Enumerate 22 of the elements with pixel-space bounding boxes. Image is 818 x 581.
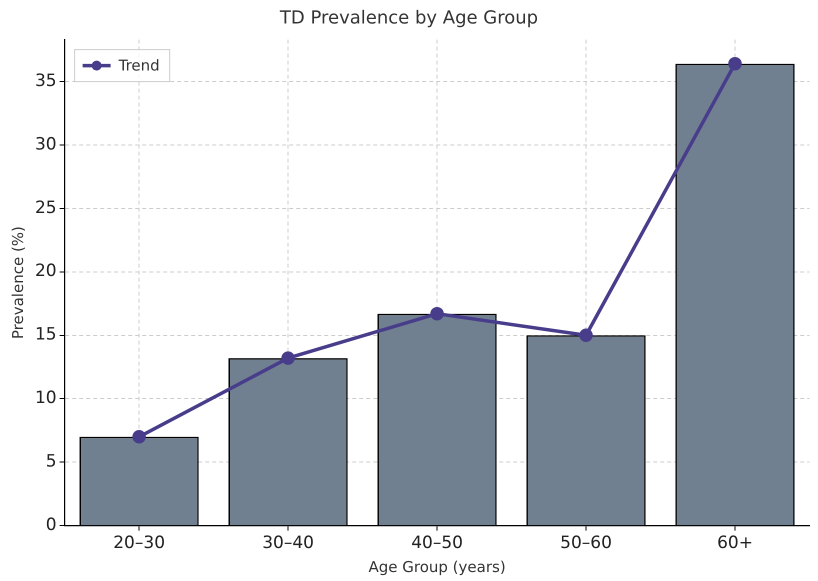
x-tick-label: 40–50 bbox=[411, 533, 463, 554]
y-tick-label: 35 bbox=[34, 70, 57, 91]
legend-label: Trend bbox=[118, 56, 160, 74]
y-tick-label: 25 bbox=[34, 198, 57, 218]
point bbox=[132, 430, 146, 444]
point bbox=[728, 56, 742, 70]
point bbox=[430, 306, 444, 320]
x-tick-label: 50–60 bbox=[560, 533, 612, 554]
y-axis-title: Prevalence (%) bbox=[8, 226, 27, 340]
point bbox=[281, 351, 295, 365]
y-tick-label: 0 bbox=[46, 515, 57, 536]
x-tick-label: 60+ bbox=[717, 533, 753, 554]
y-tick-label: 15 bbox=[34, 324, 57, 345]
x-tick-label: 30–40 bbox=[262, 533, 314, 554]
chart-title: TD Prevalence by Age Group bbox=[278, 7, 538, 28]
x-axis-title: Age Group (years) bbox=[368, 558, 506, 576]
y-tick-label: 30 bbox=[34, 134, 57, 154]
x-tick-label: 20–30 bbox=[113, 533, 165, 554]
point bbox=[579, 328, 593, 342]
y-tick-label: 5 bbox=[46, 452, 57, 472]
y-tick-label: 10 bbox=[34, 388, 57, 408]
y-tick-label: 20 bbox=[34, 261, 57, 282]
